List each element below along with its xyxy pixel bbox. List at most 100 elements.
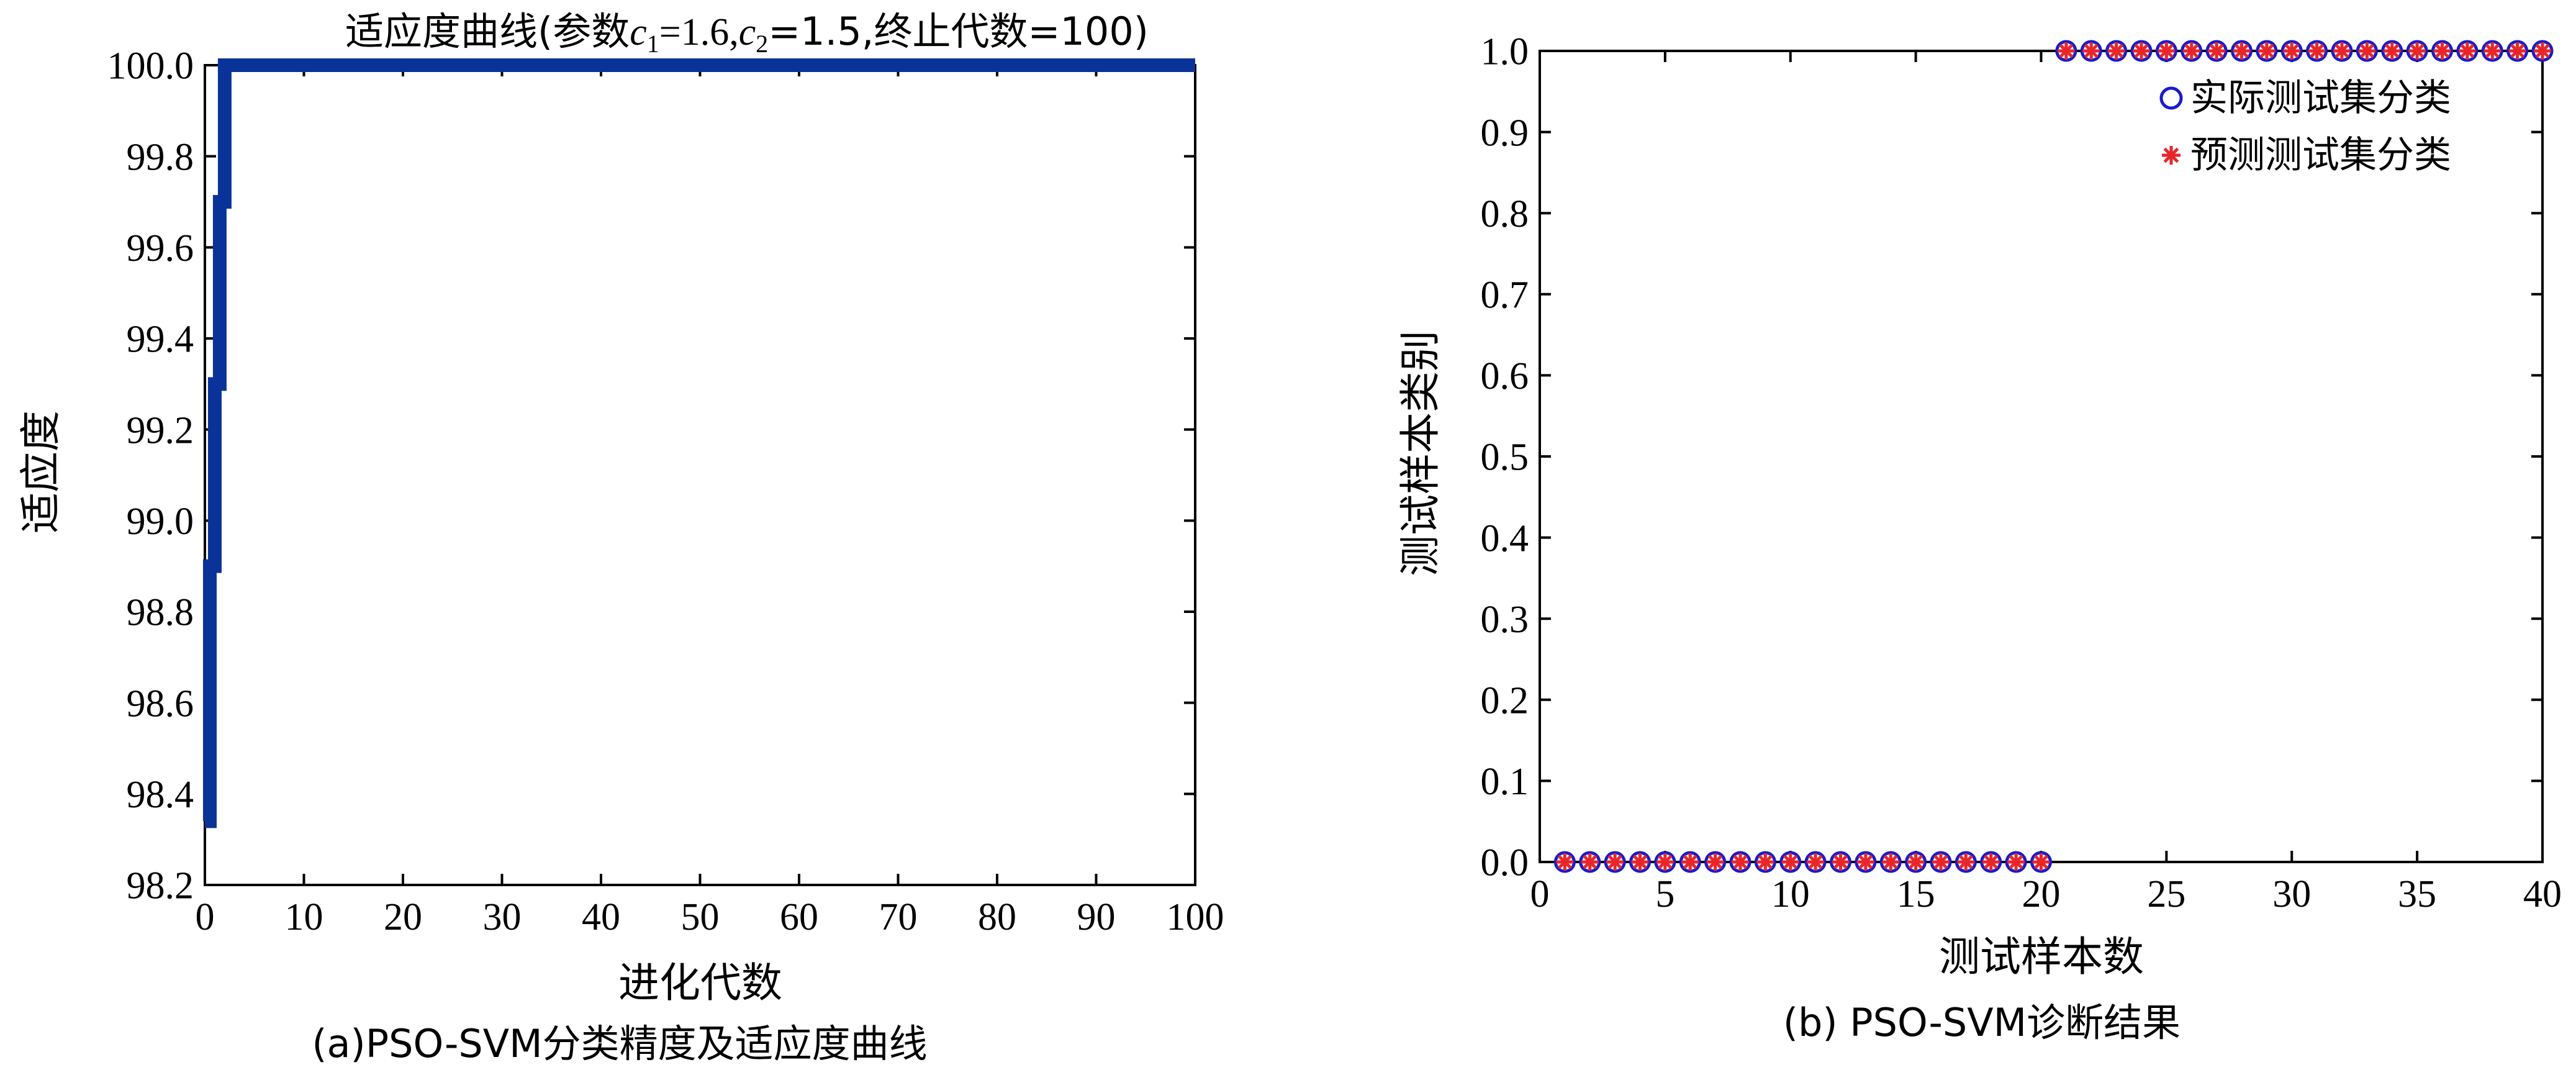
y-tick-label: 99.0 (127, 501, 194, 543)
legend-marker-predicted (2162, 146, 2181, 165)
fitness-chart-series (202, 58, 1195, 828)
predicted-point (2483, 42, 2501, 60)
predicted-point (2007, 853, 2025, 871)
actual-point (2381, 40, 2403, 62)
y-tick-label: 0.8 (1481, 193, 1529, 235)
x-tick-label: 70 (879, 896, 918, 938)
x-tick-label: 10 (1771, 873, 1810, 915)
y-tick-label: 98.2 (127, 865, 194, 907)
x-tick-label: 25 (2147, 873, 2185, 915)
x-tick-label: 30 (483, 896, 522, 938)
y-tick-label: 0.9 (1481, 112, 1529, 154)
predicted-point (2082, 42, 2100, 60)
x-tick-label: 35 (2398, 873, 2436, 915)
fitness-chart-ticks: 0 10 20 30 40 50 60 70 80 90 100 98.2 98.4 98.6 98.8 99… (107, 45, 1224, 938)
actual-point (2080, 40, 2102, 62)
actual-point (1930, 851, 1952, 873)
x-tick-label: 30 (2272, 873, 2311, 915)
y-tick-label: 98.4 (127, 774, 194, 816)
predicted-point (2158, 42, 2176, 60)
y-tick-label: 99.4 (127, 319, 194, 361)
actual-point (2331, 40, 2353, 62)
predicted-point (1882, 853, 1900, 871)
actual-point (1980, 851, 2002, 873)
predicted-point (2233, 42, 2251, 60)
actual-point (1729, 851, 1751, 873)
predicted-point (2283, 42, 2301, 60)
x-tick-label: 5 (1655, 873, 1674, 915)
predicted-point (1581, 853, 1599, 871)
actual-point (1955, 851, 1977, 873)
y-tick-label: 98.8 (127, 592, 194, 634)
y-tick-label: 0.7 (1481, 274, 1529, 317)
x-tick-label: 50 (681, 896, 720, 938)
y-tick-label: 0.3 (1481, 599, 1529, 641)
x-tick-label: 100 (1167, 896, 1224, 938)
actual-point (1579, 851, 1601, 873)
predicted-point (2534, 42, 2551, 60)
x-tick-label: 20 (2022, 873, 2061, 915)
actual-point (2280, 40, 2303, 62)
actual-point (2306, 40, 2328, 62)
fitness-chart-ylabel: 适应度 (17, 410, 65, 533)
actual-point (1654, 851, 1676, 873)
predicted-point (2458, 42, 2476, 60)
actual-point (1905, 851, 1927, 873)
y-tick-label: 99.6 (127, 227, 194, 270)
diagnosis-chart-xlabel: 测试样本数 (1939, 933, 2144, 981)
y-tick-label: 99.8 (127, 136, 194, 178)
actual-point (2155, 40, 2177, 62)
predicted-point (2182, 42, 2200, 60)
fitness-chart-xlabel: 进化代数 (618, 959, 782, 1007)
actual-point (1879, 851, 1902, 873)
predicted-point (1932, 853, 1950, 871)
predicted-point (1681, 853, 1699, 871)
predicted-point (1606, 853, 1624, 871)
actual-point (1779, 851, 1802, 873)
actual-point (1553, 851, 1576, 873)
y-tick-label: 0.5 (1481, 437, 1529, 479)
predicted-point (2308, 42, 2326, 60)
fitness-chart-title: 适应度曲线(参数c1=1.6,c2=1.5,终止代数=100) (345, 9, 1149, 58)
actual-point (2531, 40, 2554, 62)
x-tick-label: 60 (780, 896, 818, 938)
actual-point (2456, 40, 2479, 62)
predicted-point (1907, 853, 1925, 871)
actual-point (1754, 851, 1776, 873)
legend-label-actual: 实际测试集分类 (2190, 76, 2451, 120)
predicted-point (2057, 42, 2075, 60)
actual-point (2005, 851, 2027, 873)
predicted-point (2333, 42, 2351, 60)
actual-point (2055, 40, 2077, 62)
predicted-point (1556, 853, 1574, 871)
fitness-chart-axes (204, 64, 1196, 886)
actual-point (1704, 851, 1727, 873)
actual-point (2030, 851, 2052, 873)
predicted-point (2208, 42, 2226, 60)
x-tick-label: 10 (285, 896, 323, 938)
predicted-point (1856, 853, 1874, 871)
diagnosis-chart-ticks: 0 5 10 15 20 25 30 35 40 0.0 0.1 0.2 0.3 0.4 0.5 0.6 0.7… (1481, 31, 2562, 915)
y-tick-label: 1.0 (1481, 31, 1529, 73)
diagnosis-chart-points (1553, 40, 2554, 873)
actual-point (2256, 40, 2278, 62)
x-tick-label: 15 (1897, 873, 1935, 915)
predicted-point (1732, 853, 1749, 871)
plot-frame (204, 64, 1196, 886)
predicted-point (2032, 853, 2050, 871)
actual-point (1804, 851, 1827, 873)
actual-point (2406, 40, 2428, 62)
y-tick-label: 0.6 (1481, 355, 1529, 397)
y-tick-label: 0.4 (1481, 517, 1529, 560)
fitness-chart-caption: (a)PSO-SVM分类精度及适应度曲线 (312, 1021, 927, 1066)
predicted-point (2358, 42, 2376, 60)
predicted-point (1957, 853, 1975, 871)
predicted-point (1656, 853, 1674, 871)
predicted-point (2408, 42, 2426, 60)
predicted-point (2257, 42, 2275, 60)
actual-point (1830, 851, 1851, 873)
x-tick-label: 40 (582, 896, 620, 938)
actual-point (2205, 40, 2228, 62)
predicted-point (1982, 853, 2000, 871)
